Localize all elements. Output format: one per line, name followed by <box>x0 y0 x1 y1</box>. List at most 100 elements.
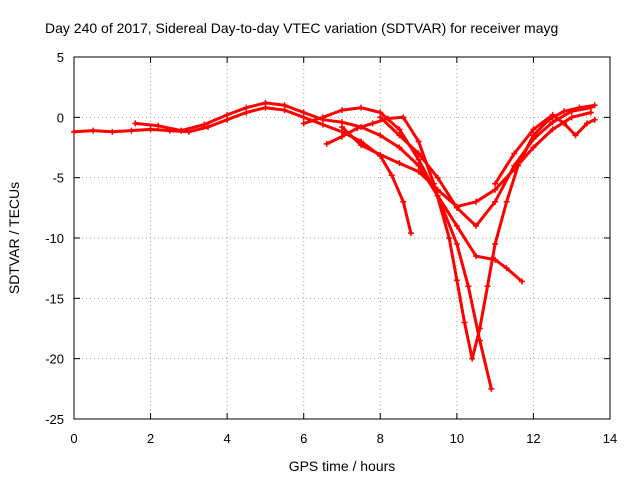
data-point-marker <box>434 186 441 193</box>
series-6 <box>377 104 594 229</box>
data-point-marker <box>587 104 594 111</box>
data-point-marker <box>369 120 376 127</box>
x-tick-label: 6 <box>300 431 307 446</box>
series-line <box>325 103 597 361</box>
data-point-marker <box>407 230 414 237</box>
data-point-marker <box>453 204 460 211</box>
data-point-marker <box>518 278 525 285</box>
data-point-marker <box>377 114 384 121</box>
data-point-marker <box>90 127 97 134</box>
data-point-marker <box>281 102 288 109</box>
data-point-marker <box>388 172 395 179</box>
data-point-marker <box>323 140 330 147</box>
y-tick-label: -5 <box>52 171 64 186</box>
x-tick-label: 2 <box>147 431 154 446</box>
data-point-marker <box>358 104 365 111</box>
y-axis-label: SDTVAR / TECUs <box>6 182 22 294</box>
chart-title: Day 240 of 2017, Sidereal Day-to-day VTE… <box>45 20 558 36</box>
data-point-marker <box>465 283 472 290</box>
data-point-marker <box>561 120 568 127</box>
data-point-marker <box>584 120 591 127</box>
data-point-marker <box>473 198 479 205</box>
data-point-marker <box>178 127 185 134</box>
x-tick-label: 10 <box>450 431 464 446</box>
series-line <box>493 113 597 186</box>
data-point-marker <box>354 125 361 132</box>
data-point-marker <box>549 126 556 133</box>
data-point-marker <box>446 235 453 241</box>
y-tick-label: 0 <box>57 110 64 125</box>
series-4 <box>300 104 525 285</box>
y-tick-label: -10 <box>45 231 64 246</box>
data-point-marker <box>568 114 575 121</box>
data-point-marker <box>396 144 403 151</box>
data-point-marker <box>469 355 476 362</box>
series-3 <box>323 102 598 362</box>
data-point-marker <box>400 198 407 205</box>
series-line <box>340 111 593 209</box>
data-point-marker <box>377 132 384 139</box>
data-point-marker <box>71 128 77 135</box>
data-point-marker <box>492 186 499 193</box>
data-point-marker <box>572 132 579 139</box>
data-point-marker <box>339 133 345 140</box>
data-point-marker <box>415 156 422 163</box>
data-point-marker <box>530 144 537 151</box>
x-axis-label: GPS time / hours <box>289 458 396 474</box>
data-point-marker <box>453 277 460 284</box>
x-tick-label: 12 <box>526 431 540 446</box>
data-point-marker <box>484 283 491 290</box>
data-point-marker <box>201 121 208 128</box>
data-point-marker <box>396 126 403 133</box>
axis-ticks: 0 2 4 6 8 10 12 14 5 0 -5 -10 -15 -20 -25 <box>45 50 617 446</box>
y-tick-label: -15 <box>45 291 64 306</box>
data-point-marker <box>205 123 211 130</box>
data-point-marker <box>415 138 422 145</box>
data-point-marker <box>511 162 518 169</box>
data-point-marker <box>492 180 499 187</box>
data-point-marker <box>568 108 575 115</box>
data-point-marker <box>377 151 384 158</box>
data-point-marker <box>319 114 326 121</box>
data-point-marker <box>224 111 231 118</box>
data-point-marker <box>155 122 162 129</box>
y-tick-label: -20 <box>45 352 64 367</box>
data-point-marker <box>476 325 483 332</box>
series-1 <box>71 104 414 237</box>
data-point-marker <box>396 160 403 167</box>
data-point-marker <box>396 132 403 139</box>
data-point-marker <box>453 222 460 229</box>
data-point-marker <box>549 119 556 126</box>
data-point-marker <box>243 104 250 111</box>
data-point-marker <box>473 253 479 260</box>
data-point-marker <box>128 127 135 134</box>
data-point-marker <box>453 241 460 248</box>
data-point-marker <box>109 128 116 135</box>
series-2 <box>132 99 495 392</box>
series-line <box>378 106 593 228</box>
data-point-marker <box>549 111 556 118</box>
data-point-marker <box>262 99 269 106</box>
data-point-marker <box>492 198 499 205</box>
data-point-marker <box>132 120 139 127</box>
data-point-marker <box>492 241 499 248</box>
data-point-marker <box>511 150 518 157</box>
data-point-marker <box>473 222 479 229</box>
data-point-marker <box>300 120 307 127</box>
data-point-marker <box>492 256 499 263</box>
y-tick-label: -25 <box>45 412 64 427</box>
data-point-marker <box>415 150 422 157</box>
data-point-marker <box>300 109 307 116</box>
data-point-marker <box>561 108 568 115</box>
series-5 <box>339 109 594 210</box>
data-point-marker <box>339 107 345 114</box>
data-point-marker <box>434 192 441 199</box>
data-point-marker <box>503 198 510 205</box>
x-tick-label: 0 <box>70 431 77 446</box>
data-point-marker <box>530 126 537 133</box>
data-point-marker <box>415 168 422 175</box>
x-tick-label: 14 <box>603 431 617 446</box>
data-point-marker <box>147 126 154 133</box>
series-line <box>133 101 493 391</box>
